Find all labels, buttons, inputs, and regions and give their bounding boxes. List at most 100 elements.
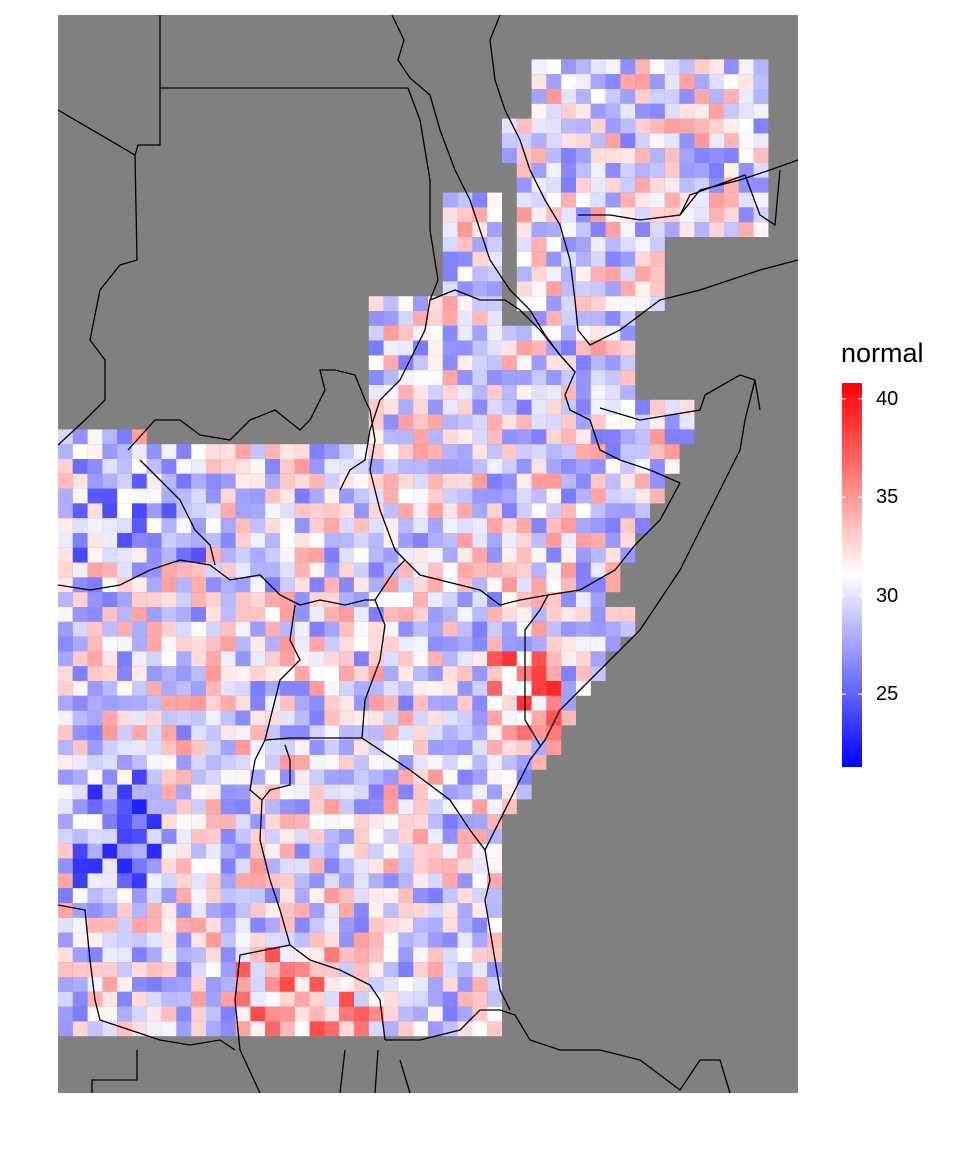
raster-cell — [368, 903, 384, 918]
raster-cell — [206, 533, 221, 548]
raster-cell — [635, 444, 650, 459]
raster-cell — [191, 592, 206, 607]
raster-cell — [605, 89, 621, 104]
raster-cell — [294, 740, 310, 755]
raster-cell — [132, 473, 147, 489]
raster-cell — [265, 533, 280, 548]
raster-cell — [561, 518, 576, 533]
raster-cell — [132, 843, 147, 859]
raster-cell — [161, 651, 177, 667]
raster-cell — [265, 577, 280, 593]
raster-cell — [324, 518, 340, 533]
raster-cell — [354, 947, 369, 963]
raster-cell — [146, 755, 162, 770]
raster-cell — [442, 784, 458, 800]
raster-cell — [324, 769, 340, 785]
raster-cell — [576, 385, 591, 400]
raster-cell — [738, 192, 754, 208]
raster-cell — [413, 355, 428, 371]
raster-cell — [368, 666, 384, 681]
raster-cell — [58, 695, 73, 711]
raster-cell — [516, 547, 532, 563]
raster-cell — [428, 695, 443, 711]
raster-cell — [294, 562, 310, 578]
raster-cell — [161, 533, 177, 548]
raster-cell — [146, 917, 162, 933]
raster-cell — [220, 784, 236, 800]
raster-cell — [516, 695, 532, 711]
raster-cell — [87, 962, 103, 977]
raster-cell — [176, 636, 192, 652]
raster-cell — [635, 518, 650, 533]
raster-cell — [694, 222, 710, 237]
raster-cell — [442, 340, 458, 356]
raster-cell — [220, 873, 236, 889]
raster-cell — [383, 429, 399, 445]
raster-cell — [398, 547, 414, 563]
raster-cell — [265, 562, 280, 578]
raster-cell — [309, 503, 325, 519]
raster-cell — [428, 340, 443, 356]
raster-cell — [368, 503, 384, 519]
raster-cell — [472, 399, 488, 415]
border-mozambique-tanzania — [385, 1009, 516, 1041]
raster-cell — [383, 1006, 399, 1022]
raster-cell — [176, 459, 192, 474]
raster-cell — [354, 903, 369, 918]
raster-cell — [250, 814, 266, 829]
raster-cell — [413, 755, 428, 770]
raster-cell — [472, 636, 488, 652]
raster-cell — [442, 903, 458, 918]
raster-cell — [516, 118, 532, 134]
raster-cell — [413, 651, 428, 667]
raster-cell — [58, 962, 73, 977]
raster-cell — [368, 621, 384, 637]
raster-cell — [472, 858, 488, 874]
raster-cell — [161, 843, 177, 859]
raster-cell — [72, 947, 88, 963]
raster-cell — [102, 636, 118, 652]
raster-cell — [605, 355, 621, 371]
raster-cell — [487, 962, 502, 977]
raster-cell — [265, 444, 280, 459]
raster-cell — [72, 695, 88, 711]
raster-cell — [546, 592, 562, 607]
raster-cell — [531, 89, 547, 104]
raster-cell — [413, 311, 428, 326]
raster-cell — [383, 355, 399, 371]
raster-cell — [294, 903, 310, 918]
raster-cell — [738, 59, 754, 75]
raster-cell — [724, 103, 739, 119]
raster-cell — [368, 799, 384, 815]
raster-cell — [413, 873, 428, 889]
raster-cell — [265, 518, 280, 533]
raster-cell — [87, 1021, 103, 1037]
raster-cell — [220, 799, 236, 815]
raster-cell — [502, 725, 517, 741]
raster-cell — [502, 547, 517, 563]
raster-cell — [339, 577, 354, 593]
raster-cell — [87, 740, 103, 755]
raster-cell — [487, 1021, 502, 1037]
raster-cell — [280, 740, 295, 755]
raster-cell — [250, 962, 266, 977]
raster-cell — [220, 829, 236, 844]
raster-cell — [679, 148, 695, 163]
raster-cell — [620, 503, 636, 519]
raster-cell — [561, 163, 576, 178]
raster-cell — [546, 740, 562, 755]
raster-cell — [72, 533, 88, 548]
raster-cell — [546, 192, 562, 208]
raster-cell — [354, 888, 369, 903]
raster-cell — [472, 755, 488, 770]
raster-cell — [679, 222, 695, 237]
raster-cell — [250, 1006, 266, 1022]
raster-cell — [428, 1021, 443, 1037]
raster-cell — [546, 547, 562, 563]
raster-cell — [487, 843, 502, 859]
raster-cell — [58, 740, 73, 755]
raster-cell — [280, 962, 295, 977]
raster-cell — [265, 769, 280, 785]
raster-cell — [206, 1021, 221, 1037]
raster-cell — [72, 784, 88, 800]
